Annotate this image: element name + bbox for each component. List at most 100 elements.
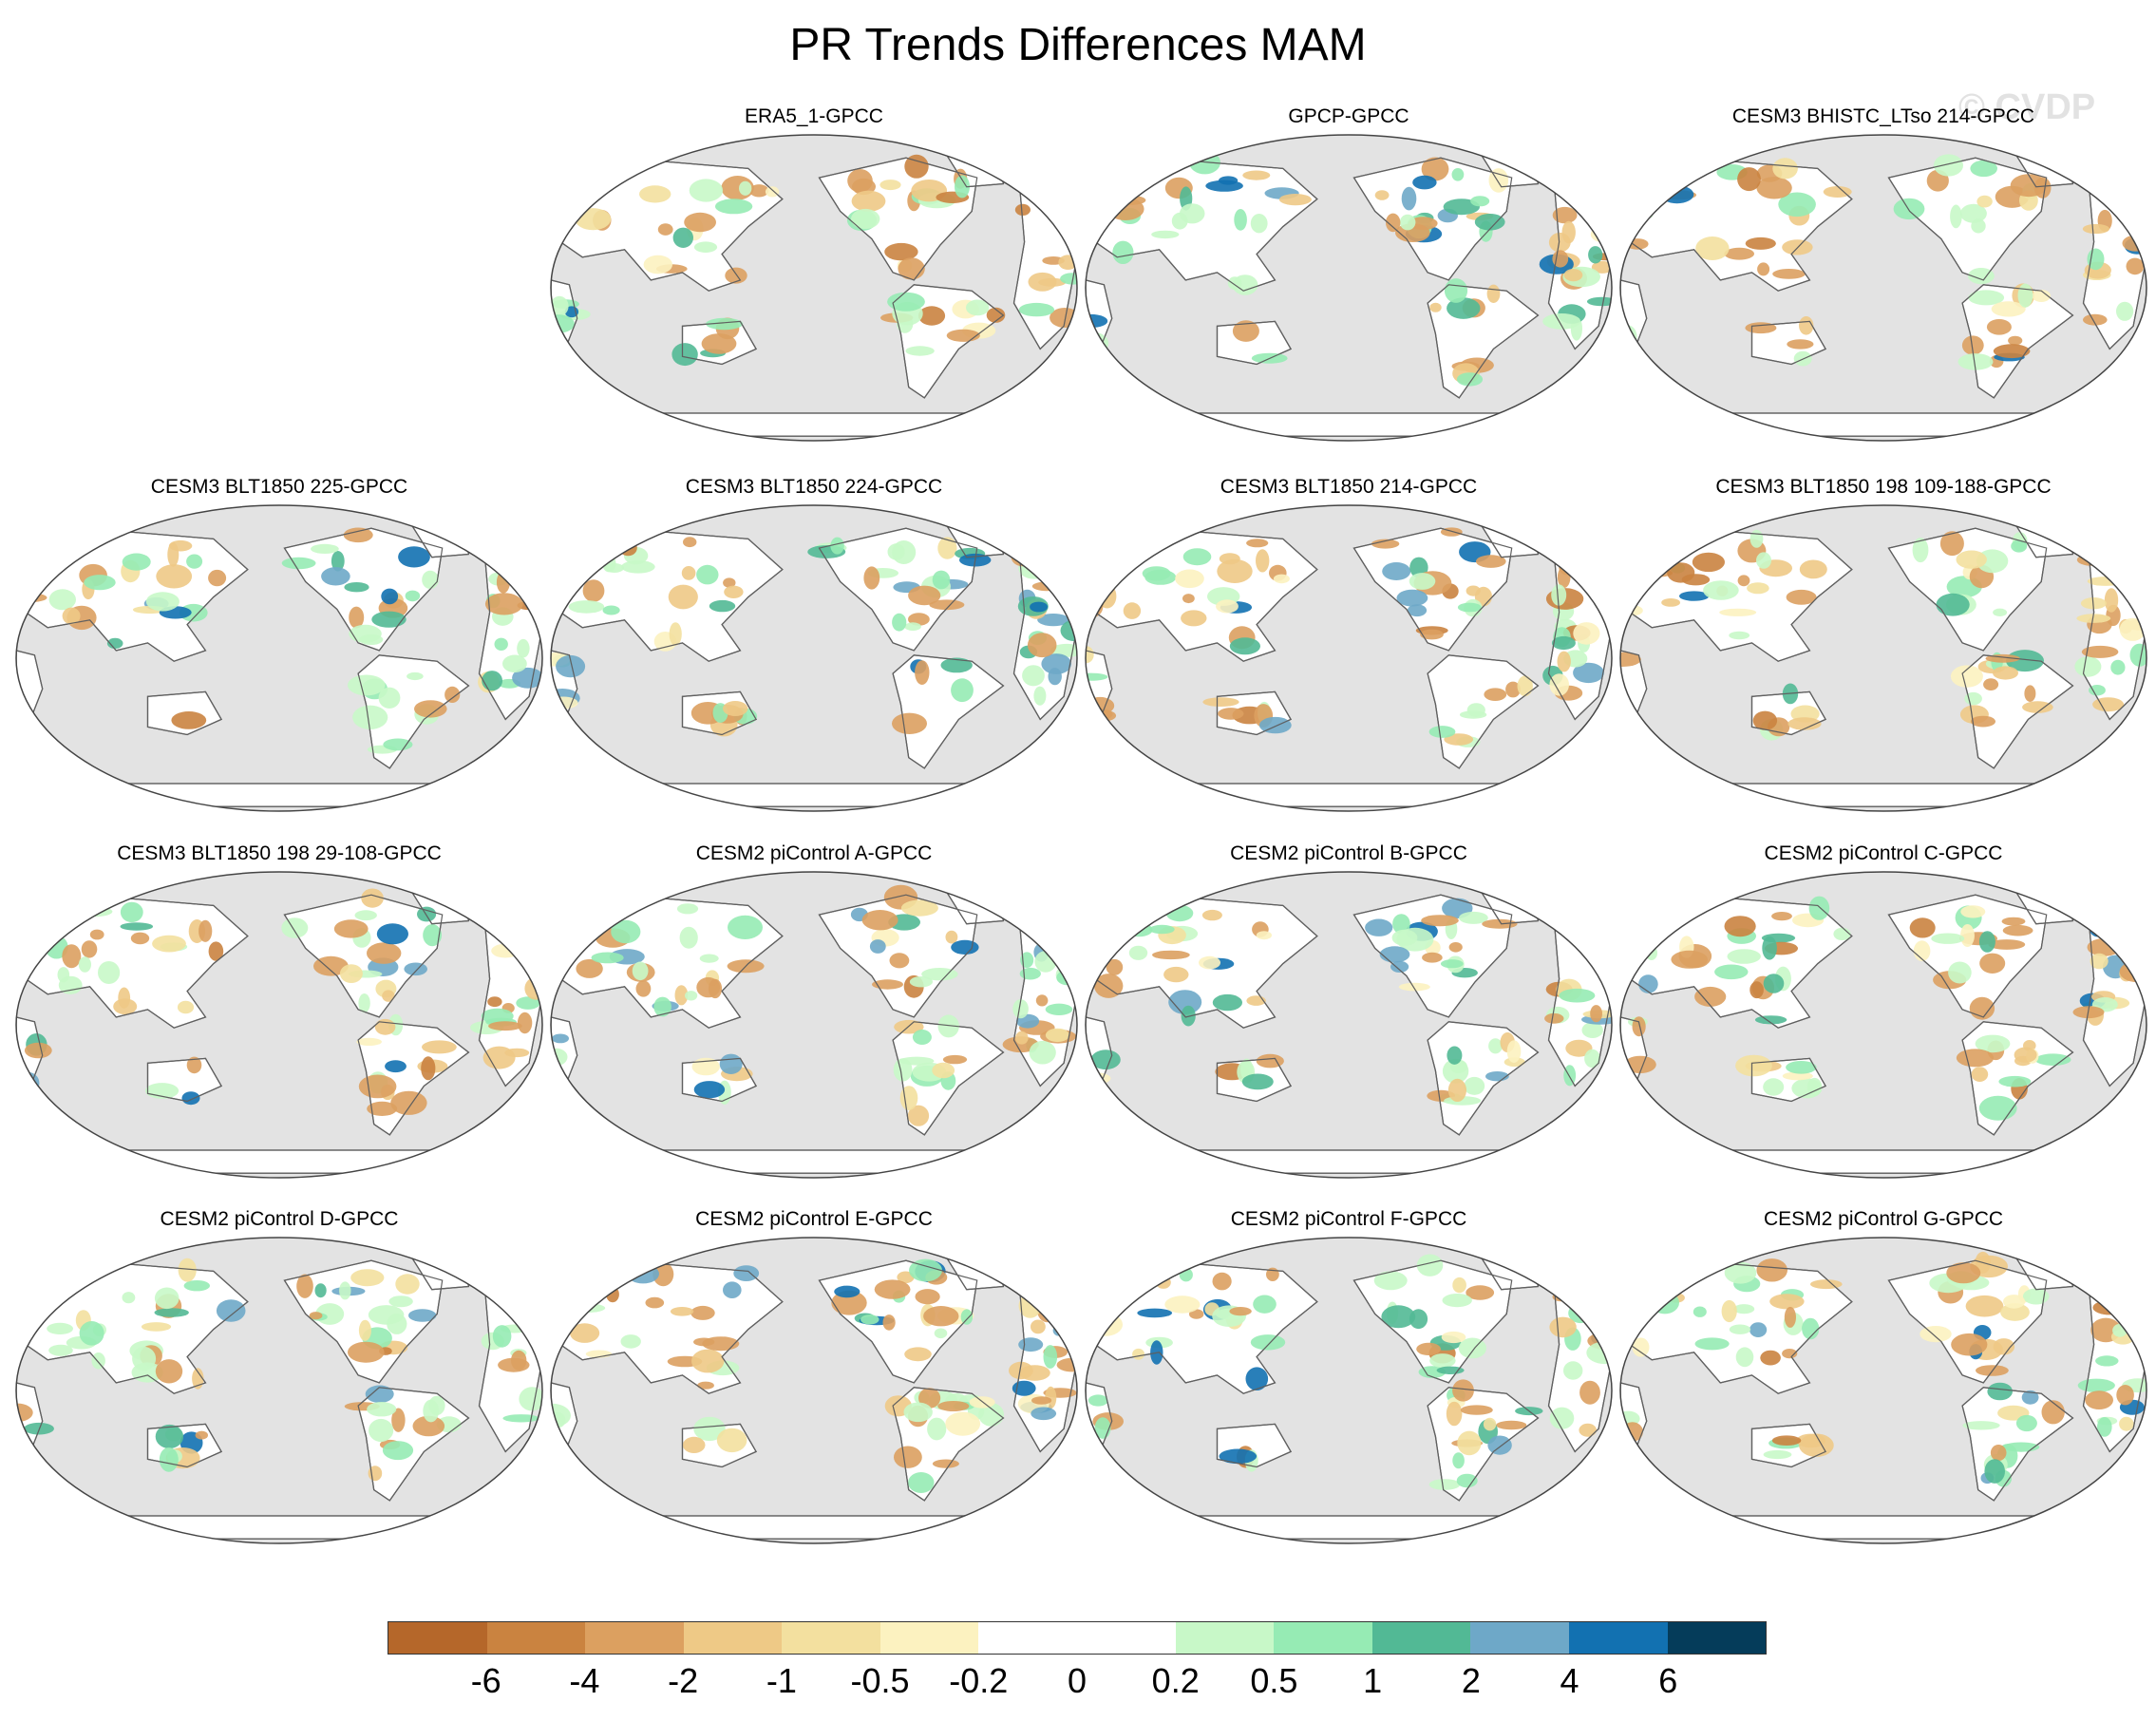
panel-title: CESM2 piControl G-GPCC <box>1763 1208 2004 1230</box>
colorbar-tick-label: 4 <box>1560 1661 1579 1700</box>
map-border <box>1085 1237 1613 1544</box>
colorbar-tick-label: -0.2 <box>949 1661 1009 1700</box>
landmass-antarctica <box>603 783 1025 807</box>
panel-title: CESM3 BLT1850 224-GPCC <box>685 476 943 498</box>
landmass-antarctica <box>1138 1515 1560 1540</box>
colorbar-tick-label: 0.5 <box>1250 1661 1298 1700</box>
colorbar-box <box>1371 1622 1471 1654</box>
panel-title: CESM3 BLT1850 198 109-188-GPCC <box>1715 476 2052 498</box>
map-border <box>1085 134 1613 442</box>
colorbar-box <box>585 1622 684 1654</box>
colorbar-tick-label: 1 <box>1363 1661 1383 1700</box>
robinson-map <box>15 504 543 812</box>
colorbar-tick-label: -6 <box>470 1661 501 1700</box>
panel-title: CESM2 piControl F-GPCC <box>1230 1208 1467 1230</box>
landmass-antarctica <box>1673 1149 2094 1174</box>
trend-shading <box>1620 154 2147 370</box>
panel-title: CESM2 piControl D-GPCC <box>160 1208 399 1230</box>
colorbar-box <box>1077 1622 1176 1654</box>
panel-title: CESM3 BLT1850 225-GPCC <box>150 476 408 498</box>
robinson-map <box>1085 871 1613 1179</box>
landmass-antarctica <box>1673 783 2094 807</box>
map-panel: CESM3 BLT1850 225-GPCC <box>12 475 546 812</box>
trend-shading <box>1624 896 2147 1121</box>
trend-shading <box>551 1258 1077 1493</box>
map-border <box>15 871 543 1179</box>
map-panel: CESM3 BLT1850 214-GPCC <box>1082 475 1616 812</box>
panel-title: CESM3 BLT1850 198 29-108-GPCC <box>117 842 442 864</box>
colorbar-box <box>1470 1622 1569 1654</box>
map-panel: CESM3 BHISTC_LTso 214-GPCC <box>1617 104 2150 442</box>
trend-shading <box>551 154 1077 367</box>
panel-title: CESM2 piControl C-GPCC <box>1764 842 2003 864</box>
map-panel: CESM3 BLT1850 224-GPCC <box>547 475 1081 812</box>
robinson-map <box>1619 1237 2147 1544</box>
colorbar-tick-label: -1 <box>766 1661 797 1700</box>
colorbar-box <box>1568 1622 1668 1654</box>
map-panel: CESM2 piControl C-GPCC <box>1617 842 2150 1179</box>
trend-shading <box>16 1258 542 1482</box>
robinson-map <box>1085 1237 1613 1544</box>
landmass-antarctica <box>603 412 1025 437</box>
panel-title: ERA5_1-GPCC <box>745 105 883 127</box>
landmass-antarctica <box>603 1515 1025 1540</box>
colorbar-tick-label: -2 <box>668 1661 699 1700</box>
map-border <box>1619 134 2147 442</box>
robinson-map <box>1085 134 1613 442</box>
map-panel: CESM2 piControl D-GPCC <box>12 1207 546 1544</box>
map-panel: CESM2 piControl B-GPCC <box>1082 842 1616 1179</box>
map-panel: CESM2 piControl A-GPCC <box>547 842 1081 1179</box>
map-border <box>1619 871 2147 1179</box>
panel-title: GPCP-GPCC <box>1288 105 1409 127</box>
landmass-antarctica <box>1673 1515 2094 1540</box>
map-border <box>550 134 1078 442</box>
trend-shading <box>1086 527 1604 747</box>
panel-title: CESM3 BHISTC_LTso 214-GPCC <box>1731 105 2035 127</box>
panel-title: CESM2 piControl A-GPCC <box>695 842 933 864</box>
colorbar-tick-label: -4 <box>569 1661 600 1700</box>
map-border <box>550 504 1078 812</box>
map-border <box>15 1237 543 1544</box>
colorbar-box <box>1667 1622 1767 1654</box>
robinson-map <box>1619 134 2147 442</box>
landmass-antarctica <box>1138 412 1560 437</box>
map-border <box>1085 871 1613 1179</box>
panel-title: CESM2 piControl B-GPCC <box>1230 842 1467 864</box>
colorbar-box <box>782 1622 880 1654</box>
robinson-map <box>550 1237 1078 1544</box>
panel-title: CESM2 piControl E-GPCC <box>695 1208 933 1230</box>
robinson-map <box>1085 504 1613 812</box>
robinson-map <box>1619 871 2147 1179</box>
colorbar <box>388 1621 1767 1655</box>
landmass-antarctica <box>1673 412 2094 437</box>
map-border <box>1085 504 1613 812</box>
map-panel: CESM2 piControl G-GPCC <box>1617 1207 2150 1544</box>
map-panel: CESM2 piControl F-GPCC <box>1082 1207 1616 1544</box>
robinson-map <box>1619 504 2147 812</box>
map-panel-grid: ERA5_1-GPCC GPCP-GPCC CESM3 BHISTC_LTso 21… <box>12 104 2150 1544</box>
landmass-antarctica <box>603 1149 1025 1174</box>
robinson-map <box>15 1237 543 1544</box>
trend-shading <box>551 537 1077 737</box>
landmass-antarctica <box>1138 1149 1560 1174</box>
colorbar-tick-label: 0 <box>1067 1661 1087 1700</box>
map-panel: CESM2 piControl E-GPCC <box>547 1207 1081 1544</box>
colorbar-box <box>978 1622 1078 1654</box>
colorbar-box <box>486 1622 586 1654</box>
trend-shading <box>1087 1254 1612 1490</box>
colorbar-tick-label: 6 <box>1658 1661 1678 1700</box>
figure-title: PR Trends Differences MAM <box>789 20 1367 70</box>
robinson-map <box>550 871 1078 1179</box>
panel-title: CESM3 BLT1850 214-GPCC <box>1220 476 1478 498</box>
colorbar-box <box>879 1622 979 1654</box>
robinson-map <box>550 504 1078 812</box>
map-border <box>550 871 1078 1179</box>
map-panel: ERA5_1-GPCC <box>547 104 1081 442</box>
colorbar-box <box>388 1622 487 1654</box>
watermark: © CVDP <box>1958 87 2096 127</box>
map-border <box>550 1237 1078 1544</box>
colorbar-tick-label: 0.2 <box>1151 1661 1200 1700</box>
colorbar-box <box>1175 1622 1275 1654</box>
trend-shading <box>1086 150 1612 387</box>
